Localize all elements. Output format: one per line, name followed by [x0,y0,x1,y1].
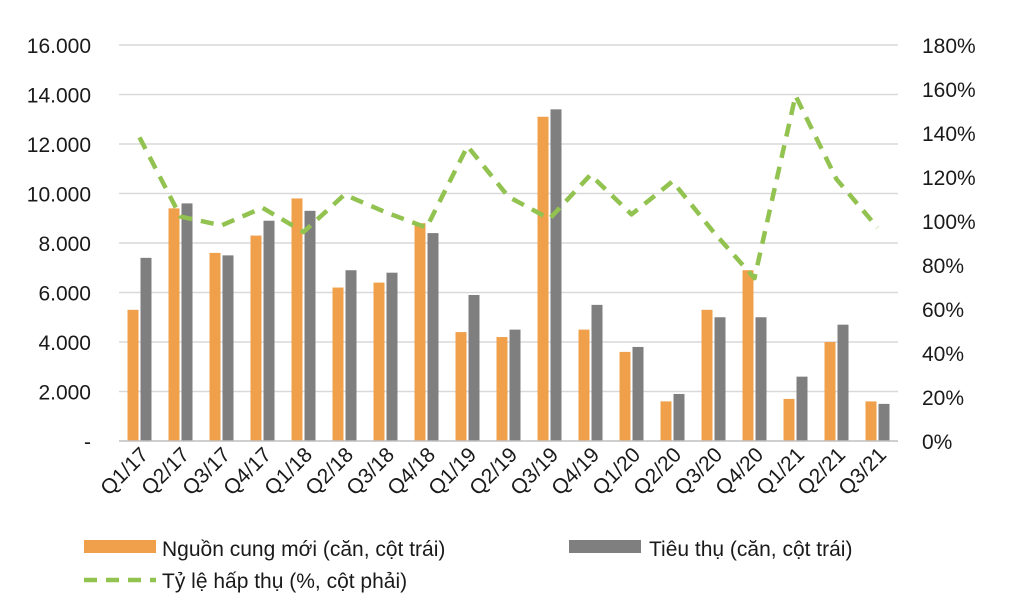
bar-supply [701,309,713,441]
absorption-rate-line [137,93,880,281]
bar-supply [578,329,590,441]
left-axis-tick-label: - [84,431,91,454]
legend-label-supply: Nguồn cung mới (căn, cột trái) [162,538,445,561]
bar-supply [127,309,139,441]
right-axis-tick-label: 180% [922,35,976,58]
left-axis-tick-label: 2.000 [38,382,91,405]
bar-supply [865,401,877,441]
right-axis-ticks: 0% 20% 40% 60% 80% 100% 120% 140% 160% 180% [922,35,976,454]
left-axis-tick-label: 14.000 [27,85,91,108]
bar-sales [509,329,521,441]
bar-sales [673,393,685,441]
bar-supply [783,398,795,441]
right-axis-tick-label: 20% [922,387,964,410]
bar-sales [304,210,316,441]
right-axis-tick-label: 100% [922,211,976,234]
bar-sales [468,294,480,441]
bar-supply [619,351,631,441]
left-axis-tick-label: 16.000 [27,35,91,58]
bar-sales [755,317,767,441]
left-axis-tick-label: 12.000 [27,134,91,157]
bar-sales [386,272,398,441]
x-axis-tick-label: Q3/21 [834,443,891,500]
bar-supply [496,337,508,441]
bar-sales [550,109,562,441]
bar-supply [291,198,303,441]
bar-supply [660,401,672,441]
bar-supply [168,208,180,441]
bar-supply [250,235,262,441]
bar-sales [796,376,808,441]
right-axis-tick-label: 0% [922,431,952,454]
left-axis-tick-label: 8.000 [38,233,91,256]
bar-series [127,109,890,442]
bar-supply [373,282,385,441]
bar-sales [837,324,849,441]
bar-sales [591,304,603,441]
right-axis-tick-label: 80% [922,255,964,278]
bar-supply [209,252,221,441]
bar-sales [345,270,357,441]
bar-supply [455,332,467,441]
right-axis-tick-label: 40% [922,343,964,366]
bar-sales [181,203,193,441]
bar-sales [427,233,439,441]
left-axis-tick-label: 4.000 [38,332,91,355]
left-axis-tick-label: 6.000 [38,283,91,306]
left-axis-tick-label: 10.000 [27,184,91,207]
right-axis-tick-label: 60% [922,299,964,322]
bar-supply [332,287,344,441]
right-axis-tick-label: 140% [922,123,976,146]
legend-label-sales: Tiêu thụ (căn, cột trái) [649,538,852,561]
bar-sales [222,255,234,441]
bar-supply [537,116,549,442]
bar-sales [632,346,644,441]
bar-supply [824,342,836,441]
legend: Nguồn cung mới (căn, cột trái) Tiêu thụ … [84,538,852,593]
x-axis-ticks: Q1/17Q2/17Q3/17Q4/17Q1/18Q2/18Q3/18Q4/18… [96,443,891,500]
right-axis-tick-label: 160% [922,79,976,102]
bar-supply [414,223,426,441]
legend-swatch-supply [84,540,156,553]
bar-sales [263,220,275,441]
bar-sales [140,257,152,441]
left-axis-ticks: - 2.000 4.000 6.000 8.000 10.000 12.000 14.000 1… [27,35,91,454]
gridlines [119,44,898,393]
bar-sales [714,317,726,441]
right-axis-tick-label: 120% [922,167,976,190]
legend-swatch-sales [569,540,641,553]
bar-supply [742,270,754,441]
bar-sales [878,403,890,441]
legend-label-absorption: Tỷ lệ hấp thụ (%, cột phải) [162,570,407,593]
